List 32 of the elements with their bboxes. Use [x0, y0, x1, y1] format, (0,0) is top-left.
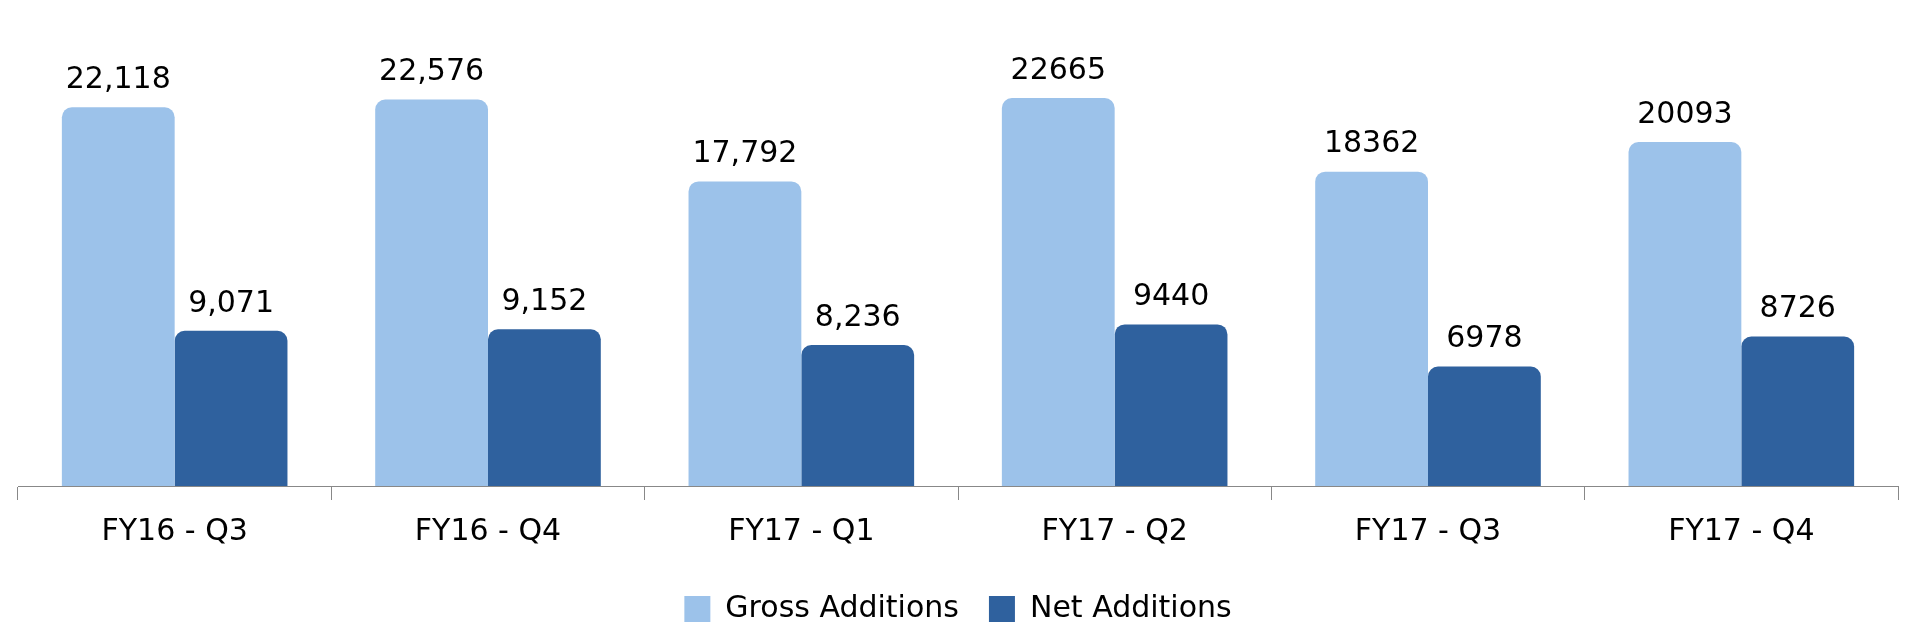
bar: [174, 330, 288, 486]
data-label: 8726: [1759, 289, 1836, 325]
bar: [688, 181, 802, 486]
bar: [488, 329, 601, 486]
x-tick-label: FY17 - Q3: [1354, 511, 1502, 547]
data-label: 9,071: [188, 283, 275, 319]
x-tick-label: FY16 - Q3: [101, 511, 248, 547]
data-label: 18362: [1323, 124, 1420, 160]
data-label: 9,152: [501, 282, 588, 318]
bar: [1628, 142, 1742, 486]
data-label: 17,792: [692, 134, 798, 170]
x-tick-label: FY17 - Q1: [728, 511, 875, 547]
bar: [1428, 366, 1541, 486]
x-tick-label: FY17 - Q4: [1668, 511, 1815, 547]
data-label: 20093: [1637, 94, 1733, 130]
legend-label: Gross Additions: [725, 588, 959, 624]
data-label: 22,118: [65, 60, 171, 96]
data-label: 22665: [1010, 50, 1106, 86]
bar: [61, 107, 175, 486]
bar: [1114, 324, 1228, 486]
bar: [1741, 336, 1855, 486]
bar: [801, 345, 915, 486]
legend-label: Net Additions: [1029, 588, 1232, 624]
data-label: 22,576: [379, 52, 485, 88]
bar: [1315, 171, 1428, 486]
data-label: 9440: [1132, 277, 1210, 313]
x-tick-label: FY17 - Q2: [1041, 511, 1188, 547]
bar: [375, 99, 488, 486]
data-label: 6978: [1446, 319, 1523, 355]
bar: [1001, 97, 1115, 486]
data-label: 8,236: [814, 297, 901, 333]
x-tick-label: FY16 - Q4: [414, 511, 562, 547]
